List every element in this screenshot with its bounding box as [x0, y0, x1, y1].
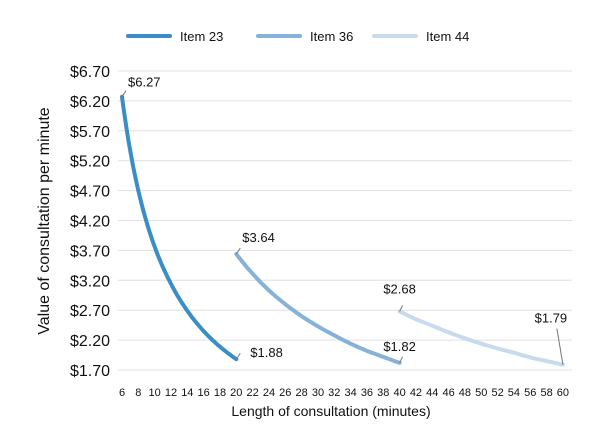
y-tick-label: $3.20 [70, 273, 110, 290]
y-tick-label: $4.20 [70, 214, 110, 231]
x-tick-label: 48 [459, 387, 471, 399]
series-lines [120, 94, 565, 367]
x-tick-label: 58 [540, 387, 552, 399]
x-tick-label: 6 [119, 387, 125, 399]
y-tick-label: $1.70 [70, 363, 110, 380]
data-label: $1.82 [383, 339, 416, 354]
y-tick-label: $2.70 [70, 303, 110, 320]
label-leader [399, 305, 404, 312]
x-tick-label: 18 [214, 387, 226, 399]
data-label: $6.27 [128, 75, 161, 90]
y-axis: $1.70 $2.20 $2.70 $3.20 $3.70 $4.20 $4.70 $5.20… [70, 64, 110, 380]
y-tick-label: $5.70 [70, 124, 110, 141]
y-tick-label: $6.70 [70, 64, 110, 81]
x-tick-label: 26 [279, 387, 291, 399]
x-tick-label: 40 [393, 387, 405, 399]
label-leader [121, 90, 127, 97]
x-tick-label: 44 [426, 387, 438, 399]
x-tick-label: 60 [557, 387, 569, 399]
x-tick-label: 8 [135, 387, 141, 399]
data-labels: $6.27 $1.88 $3.64 $1.82 $2.68 $1.79 [121, 75, 568, 365]
data-label: $1.79 [535, 311, 568, 326]
y-tick-label: $2.20 [70, 333, 110, 350]
label-leader [556, 328, 564, 365]
x-tick-label: 22 [247, 387, 259, 399]
series-line-item-44 [397, 309, 565, 367]
data-label: $3.64 [242, 230, 275, 245]
series-line-item-23 [120, 94, 239, 362]
label-leader [235, 247, 241, 255]
label-leader [235, 352, 241, 360]
x-tick-label: 28 [296, 387, 308, 399]
y-tick-label: $4.70 [70, 184, 110, 201]
legend-label: Item 23 [180, 29, 223, 44]
legend-label: Item 44 [426, 29, 469, 44]
x-tick-label: 30 [312, 387, 324, 399]
x-tick-label: 24 [263, 387, 275, 399]
gridlines [118, 70, 572, 371]
legend: Item 23 Item 36 Item 44 [126, 29, 469, 44]
x-tick-label: 38 [377, 387, 389, 399]
x-tick-label: 52 [491, 387, 503, 399]
x-tick-label: 34 [344, 387, 356, 399]
x-tick-label: 56 [524, 387, 536, 399]
x-tick-label: 20 [230, 387, 242, 399]
x-tick-label: 46 [442, 387, 454, 399]
y-tick-label: $3.70 [70, 243, 110, 260]
x-tick-label: 42 [410, 387, 422, 399]
label-leader [399, 356, 404, 364]
x-tick-label: 32 [328, 387, 340, 399]
series-line-item-36 [234, 252, 402, 365]
y-tick-label: $6.20 [70, 94, 110, 111]
x-tick-label: 16 [198, 387, 210, 399]
x-tick-label: 50 [475, 387, 487, 399]
x-axis-label: Length of consultation (minutes) [231, 403, 430, 419]
x-tick-label: 54 [508, 387, 520, 399]
y-tick-label: $5.20 [70, 154, 110, 171]
data-label: $1.88 [250, 345, 283, 360]
legend-label: Item 36 [310, 29, 353, 44]
data-label: $2.68 [383, 281, 416, 296]
x-tick-label: 14 [181, 387, 193, 399]
x-axis: 6 8 10 12 14 16 18 20 22 24 26 28 30 32 34 36 38 40 42 44 46… [119, 387, 569, 399]
x-tick-label: 10 [149, 387, 161, 399]
x-tick-label: 36 [361, 387, 373, 399]
y-axis-label: Value of consultation per minute [36, 107, 53, 335]
x-tick-label: 12 [165, 387, 177, 399]
